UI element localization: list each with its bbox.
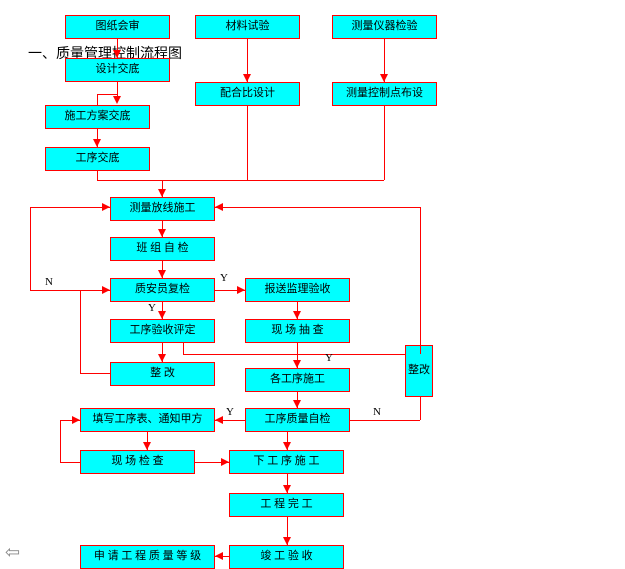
- label-y: Y: [220, 272, 228, 284]
- arrow-d: [158, 354, 166, 362]
- arrow-d: [293, 311, 301, 319]
- arrow-d: [113, 50, 121, 58]
- arrow-d: [158, 270, 166, 278]
- edge-h: [97, 94, 117, 95]
- arrow-d: [283, 485, 291, 493]
- arrow-d: [283, 442, 291, 450]
- edge-h: [80, 373, 110, 374]
- edge-h: [97, 180, 384, 181]
- arrow-l: [215, 416, 223, 424]
- flow-node-n13: 工序验收评定: [110, 319, 215, 343]
- flow-node-n16: 各工序施工: [245, 368, 350, 392]
- arrow-d: [158, 311, 166, 319]
- edge-v: [297, 343, 298, 354]
- arrow-r: [221, 458, 229, 466]
- arrow-d: [293, 360, 301, 368]
- flow-node-n11: 质安员复检: [110, 278, 215, 302]
- arrow-d: [158, 189, 166, 197]
- edge-h: [60, 462, 80, 463]
- flow-node-n4: 设计交底: [65, 58, 170, 82]
- flow-node-n1: 图纸会审: [65, 15, 170, 39]
- arrow-d: [380, 74, 388, 82]
- arrow-r: [102, 286, 110, 294]
- flow-node-n7: 施工方案交底: [45, 105, 150, 129]
- flow-node-n19: 工序质量自检: [245, 408, 350, 432]
- arrow-l: [215, 203, 223, 211]
- flow-node-n8: 工序交底: [45, 147, 150, 171]
- arrow-r: [237, 286, 245, 294]
- arrow-d: [283, 537, 291, 545]
- arrow-d: [158, 229, 166, 237]
- flow-node-n21: 下 工 序 施 工: [229, 450, 344, 474]
- edge-v: [30, 207, 31, 290]
- arrow-r: [72, 416, 80, 424]
- flow-node-n18: 填写工序表、通知甲方: [80, 408, 215, 432]
- flow-node-n15: 整 改: [110, 362, 215, 386]
- label-n: N: [373, 406, 381, 418]
- edge-h: [30, 207, 110, 208]
- arrow-r: [102, 203, 110, 211]
- edge-v: [97, 94, 98, 105]
- back-icon: ⇦: [5, 542, 20, 563]
- flow-node-n23: 申 请 工 程 质 量 等 级: [80, 545, 215, 569]
- edge-h: [350, 420, 420, 421]
- flow-node-n5: 配合比设计: [195, 82, 300, 106]
- flow-node-n17: 整改: [405, 345, 433, 397]
- flowchart-canvas: 一、质量管理控制流程图⇦图纸会审材料试验测量仪器检验设计交底配合比设计测量控制点…: [0, 0, 625, 567]
- label-y: Y: [325, 352, 333, 364]
- arrow-d: [113, 96, 121, 104]
- edge-h: [183, 354, 405, 355]
- edge-v: [247, 106, 248, 180]
- arrow-d: [93, 139, 101, 147]
- edge-v: [60, 420, 61, 462]
- label-y: Y: [226, 406, 234, 418]
- edge-v: [420, 345, 421, 354]
- flow-node-n22: 工 程 完 工: [229, 493, 344, 517]
- edge-v: [183, 343, 184, 354]
- arrow-d: [143, 442, 151, 450]
- label-y: Y: [148, 302, 156, 314]
- label-n: N: [45, 276, 53, 288]
- edge-h: [215, 207, 420, 208]
- flow-node-n24: 竣 工 验 收: [229, 545, 344, 569]
- arrow-l: [215, 552, 223, 560]
- flow-node-n10: 班 组 自 检: [110, 237, 215, 261]
- arrow-d: [293, 400, 301, 408]
- flow-node-n6: 测量控制点布设: [332, 82, 437, 106]
- edge-v: [80, 290, 81, 373]
- edge-v: [420, 397, 421, 420]
- flow-node-n14: 现 场 抽 查: [245, 319, 350, 343]
- edge-v: [420, 207, 421, 345]
- flow-node-n12: 报送监理验收: [245, 278, 350, 302]
- flow-node-n3: 测量仪器检验: [332, 15, 437, 39]
- flow-node-n20: 现 场 检 查: [80, 450, 195, 474]
- flow-node-n9: 测量放线施工: [110, 197, 215, 221]
- arrow-d: [243, 74, 251, 82]
- edge-v: [384, 106, 385, 180]
- edge-v: [97, 171, 98, 180]
- flow-node-n2: 材料试验: [195, 15, 300, 39]
